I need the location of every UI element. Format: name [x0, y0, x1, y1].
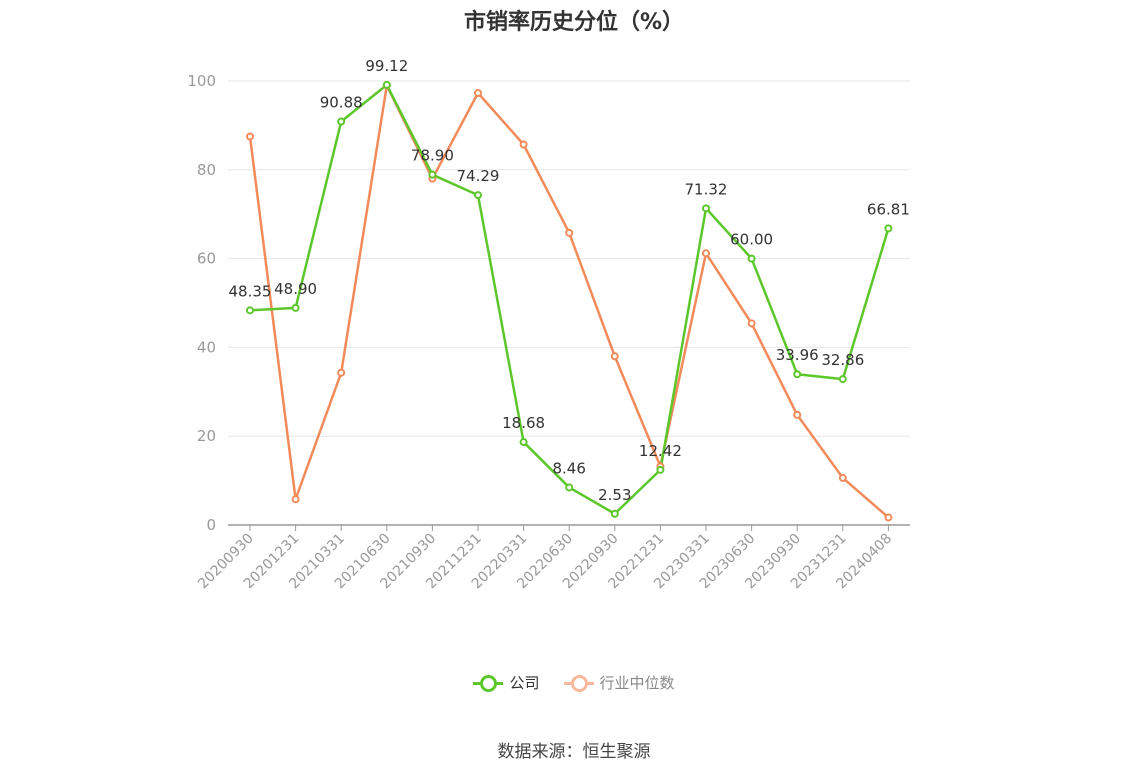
legend-industry-marker: [563, 674, 594, 692]
company-data-label: 90.88: [320, 93, 363, 111]
industry-median-point: [565, 228, 574, 237]
company-point: [884, 224, 893, 233]
grid-lines: [228, 80, 910, 437]
company-point: [291, 303, 300, 312]
y-tick-label: 20: [197, 427, 216, 445]
x-axis: 2020093020201231202103312021063020210930…: [195, 524, 910, 592]
industry-median-point: [519, 140, 528, 149]
legend-item-industry-median[interactable]: 行业中位数: [563, 672, 675, 693]
company-point: [610, 509, 619, 518]
company-point: [747, 254, 756, 263]
company-point: [428, 170, 437, 179]
industry-median-point: [838, 473, 847, 482]
legend-industry-label: 行业中位数: [599, 674, 675, 692]
series-points: [246, 80, 893, 522]
y-tick-label: 60: [197, 250, 216, 268]
industry-median-point: [747, 319, 756, 328]
company-point: [337, 117, 346, 126]
y-tick-label: 40: [197, 338, 216, 356]
industry-median-point: [291, 495, 300, 504]
company-data-label: 99.12: [365, 57, 408, 75]
industry-median-point: [246, 132, 254, 141]
company-data-label: 78.90: [411, 147, 454, 165]
industry-median-point: [793, 410, 802, 419]
company-data-label: 71.32: [685, 180, 728, 198]
company-data-label: 12.42: [639, 442, 682, 460]
company-point: [702, 204, 710, 213]
line-chart: 0 20 40 60 80 100 202009302020123120210331202…: [187, 57, 910, 592]
y-tick-label: 0: [206, 516, 216, 534]
company-data-label: 48.90: [274, 280, 317, 298]
company-data-label: 74.29: [457, 167, 500, 185]
industry-median-point: [610, 352, 619, 361]
company-point: [382, 80, 391, 89]
legend[interactable]: 公司 行业中位数: [0, 672, 1148, 693]
company-data-label: 32.86: [821, 351, 864, 369]
chart-title: 市销率历史分位（%）: [463, 10, 685, 35]
company-line: [249, 83, 890, 516]
company-point: [246, 306, 254, 315]
industry-median-point: [702, 249, 710, 258]
industry-median-point: [474, 88, 482, 97]
industry-median-point: [337, 368, 346, 377]
company-data-label: 18.68: [502, 414, 545, 432]
legend-item-company[interactable]: 公司: [473, 672, 540, 693]
company-data-label: 48.35: [229, 282, 272, 300]
company-data-label: 66.81: [867, 200, 910, 218]
y-tick-label: 100: [187, 72, 216, 90]
company-data-label: 60.00: [730, 231, 773, 249]
company-point: [474, 191, 482, 200]
y-axis-ticks: 0 20 40 60 80 100: [187, 72, 216, 534]
company-data-label: 2.53: [598, 486, 631, 504]
legend-company-marker: [473, 674, 504, 692]
company-point: [565, 483, 574, 492]
company-data-label: 8.46: [552, 459, 585, 477]
company-data-label: 33.96: [776, 346, 819, 364]
legend-company-label: 公司: [509, 674, 540, 692]
company-point: [656, 465, 665, 474]
series-lines: [248, 83, 890, 519]
source-note: 数据来源：恒生聚源: [497, 742, 651, 762]
industry-median-point: [884, 513, 893, 522]
company-point: [519, 438, 528, 447]
y-tick-label: 80: [197, 161, 216, 179]
company-point: [793, 370, 802, 379]
industry-median-line: [248, 84, 890, 519]
company-point: [838, 375, 847, 384]
